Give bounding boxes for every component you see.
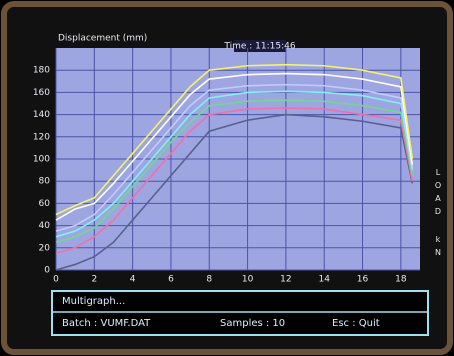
right-axis-label: LOAD bbox=[434, 168, 443, 220]
time-annotation: Time : 11:15:46 bbox=[223, 42, 295, 52]
screen: Displacement (mm) Time : 11:15:46 LOAD k… bbox=[0, 0, 454, 356]
y-tick-label: 40 bbox=[39, 221, 51, 231]
x-tick-label: 2 bbox=[91, 275, 97, 285]
x-tick-label: 10 bbox=[242, 275, 254, 285]
y-tick-label: 80 bbox=[39, 177, 51, 187]
x-tick-label: 18 bbox=[395, 275, 407, 285]
y-axis-label: Displacement (mm) bbox=[58, 34, 147, 44]
x-tick-label: 4 bbox=[130, 275, 136, 285]
y-tick-label: 140 bbox=[33, 110, 50, 120]
y-tick-label: 60 bbox=[39, 199, 51, 209]
y-tick-label: 120 bbox=[33, 132, 50, 142]
y-tick-label: 100 bbox=[33, 155, 50, 165]
x-tick-label: 8 bbox=[206, 275, 212, 285]
x-tick-label: 14 bbox=[318, 275, 330, 285]
panel-title: Multigraph... bbox=[62, 296, 125, 307]
y-tick-label: 20 bbox=[39, 243, 51, 253]
y-tick-label: 0 bbox=[44, 266, 50, 276]
x-tick-label: 16 bbox=[357, 275, 369, 285]
x-tick-label: 0 bbox=[53, 275, 59, 285]
x-tick-label: 12 bbox=[280, 275, 291, 285]
y-tick-label: 160 bbox=[33, 88, 50, 98]
batch-label: Batch : VUMF.DAT bbox=[62, 318, 151, 329]
right-axis-unit: kN bbox=[434, 235, 443, 261]
samples-label: Samples : 10 bbox=[220, 318, 285, 329]
y-tick-label: 180 bbox=[33, 66, 50, 76]
x-tick-label: 6 bbox=[168, 275, 174, 285]
esc-quit[interactable]: Esc : Quit bbox=[332, 318, 380, 329]
